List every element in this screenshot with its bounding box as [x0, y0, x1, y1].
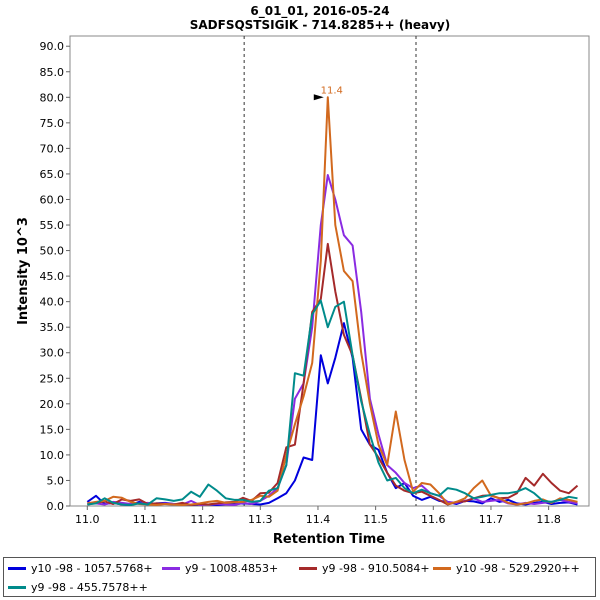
legend-item: y10 -98 - 1057.5768+: [8, 560, 153, 576]
legend-label: y9 - 1008.4853+: [185, 561, 279, 575]
x-tick-label: 11.7: [479, 513, 504, 526]
y-tick-label: 70.0: [40, 142, 65, 155]
y-tick-label: 80.0: [40, 91, 65, 104]
legend-item: y9 - 1008.4853+: [162, 560, 278, 576]
y-tick-label: 35.0: [40, 321, 65, 334]
chromatogram-chart: 6_01_01, 2016-05-24 SADFSQSTSIGIK - 714.…: [16, 4, 590, 547]
legend-swatch: [162, 566, 180, 570]
legend: y10 -98 - 1057.5768+ y9 - 1008.4853+ y9 -9…: [3, 557, 596, 597]
peak-annotation-group: 11.4: [313, 85, 343, 101]
x-tick-label: 11.5: [363, 513, 388, 526]
y-axis-label: Intensity 10^3: [16, 217, 31, 325]
y-tick-label: 15.0: [40, 423, 65, 436]
x-axis: 11.0 11.1 11.2 11.3 11.4 11.5 11.6 11.7 11.8: [75, 506, 561, 526]
legend-item: y10 -98 - 529.2920++: [433, 560, 580, 576]
legend-item: y9 -98 - 455.7578++: [8, 579, 148, 595]
y-tick-label: 40.0: [40, 296, 65, 309]
y-tick-label: 65.0: [40, 168, 65, 181]
x-axis-label: Retention Time: [273, 532, 385, 547]
legend-swatch: [8, 566, 26, 570]
integration-bounds: [243, 36, 417, 506]
legend-item: y9 -98 - 910.5084+: [299, 560, 430, 576]
y-tick-label: 20.0: [40, 398, 65, 411]
chart-title: 6_01_01, 2016-05-24: [250, 4, 389, 19]
legend-label: y9 -98 - 455.7578++: [31, 580, 148, 594]
legend-swatch: [8, 585, 26, 589]
x-tick-label: 11.2: [190, 513, 215, 526]
y-tick-label: 10.0: [40, 449, 65, 462]
plot-area: [69, 35, 590, 507]
legend-label: y9 -98 - 910.5084+: [322, 561, 430, 575]
y-tick-label: 0.0: [47, 500, 65, 513]
y-tick-label: 45.0: [40, 270, 65, 283]
legend-swatch: [433, 566, 451, 570]
y-tick-label: 60.0: [40, 193, 65, 206]
chart-subtitle: SADFSQSTSIGIK - 714.8285++ (heavy): [190, 18, 451, 32]
x-tick-label: 11.1: [133, 513, 158, 526]
y-tick-label: 85.0: [40, 66, 65, 79]
legend-swatch: [299, 566, 317, 570]
y-tick-label: 75.0: [40, 117, 65, 130]
y-tick-label: 5.0: [47, 474, 65, 487]
y-tick-label: 25.0: [40, 372, 65, 385]
series-line-4: [87, 96, 578, 506]
y-tick-label: 55.0: [40, 219, 65, 232]
series-line-5: [87, 299, 578, 506]
y-tick-label: 90.0: [40, 40, 65, 53]
y-axis: 0.0 5.0 10.0 15.0 20.0 25.0 30.0 35.0 40.0 45.0 50…: [40, 40, 70, 513]
x-tick-label: 11.8: [536, 513, 561, 526]
legend-label: y10 -98 - 529.2920++: [456, 561, 580, 575]
legend-label: y10 -98 - 1057.5768+: [31, 561, 153, 575]
x-tick-label: 11.0: [75, 513, 100, 526]
x-tick-label: 11.3: [248, 513, 273, 526]
peak-label: 11.4: [321, 85, 343, 96]
x-tick-label: 11.4: [306, 513, 331, 526]
series-group: [86, 96, 579, 506]
y-tick-label: 30.0: [40, 347, 65, 360]
peak-marker-arrow: [313, 94, 324, 101]
x-tick-label: 11.6: [421, 513, 446, 526]
y-tick-label: 50.0: [40, 245, 65, 258]
